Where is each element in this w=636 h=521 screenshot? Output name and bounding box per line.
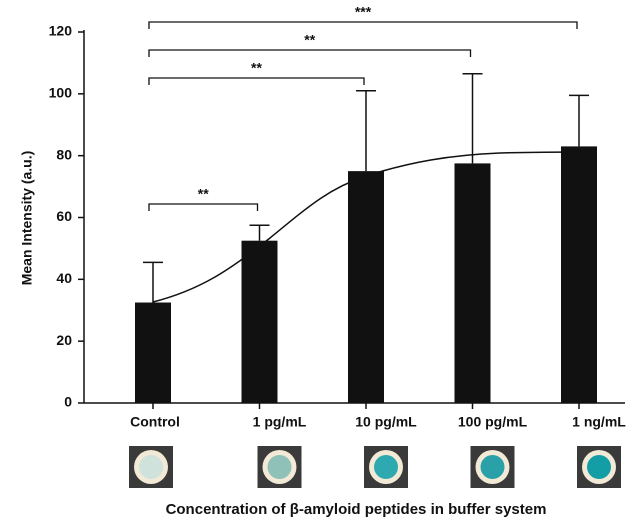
x-tick-label: 10 pg/mL	[355, 414, 417, 430]
x-tick-label: 100 pg/mL	[458, 414, 528, 430]
x-tick-label: 1 pg/mL	[253, 414, 307, 430]
significance-label: **	[304, 32, 315, 48]
thumbnail-spot	[374, 455, 398, 479]
page: Mean Intensity (a.u.) Concentration of β…	[0, 0, 636, 521]
significance-label: **	[251, 60, 262, 76]
bar	[135, 303, 171, 403]
thumbnail-spot	[587, 455, 611, 479]
significance-label: **	[198, 186, 209, 202]
y-tick-label: 120	[49, 23, 73, 39]
y-tick-label: 20	[56, 332, 72, 348]
bar	[348, 171, 384, 403]
y-tick-label: 40	[56, 270, 72, 286]
y-tick-label: 100	[49, 85, 73, 101]
thumbnail-spot	[139, 455, 163, 479]
x-tick-label: Control	[130, 414, 180, 430]
y-tick-label: 60	[56, 208, 72, 224]
y-axis-label: Mean Intensity (a.u.)	[19, 151, 35, 286]
thumbnail-spot	[481, 455, 505, 479]
significance-bracket	[149, 204, 258, 211]
y-tick-label: 0	[64, 394, 72, 410]
bar	[242, 241, 278, 403]
significance-bracket	[149, 78, 364, 85]
chart: Mean Intensity (a.u.) Concentration of β…	[0, 0, 636, 521]
y-tick-label: 80	[56, 146, 72, 162]
bar	[455, 163, 491, 403]
significance-label: ***	[355, 4, 372, 20]
significance-bracket	[149, 50, 471, 57]
x-tick-label: 1 ng/mL	[572, 414, 626, 430]
significance-bracket	[149, 22, 577, 29]
x-axis-label: Concentration of β-amyloid peptides in b…	[166, 501, 547, 518]
bar	[561, 146, 597, 403]
thumbnail-spot	[268, 455, 292, 479]
